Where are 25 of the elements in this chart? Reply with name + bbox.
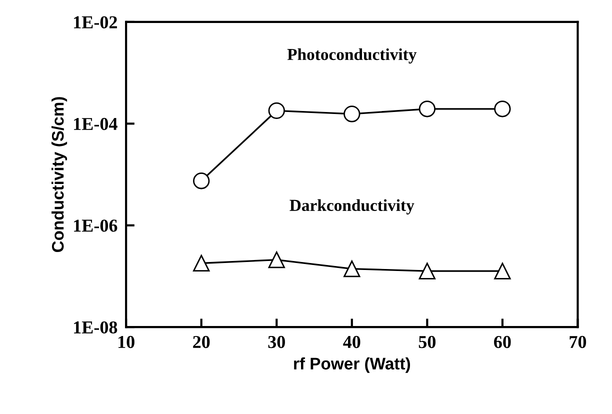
point xyxy=(418,100,436,118)
point xyxy=(193,172,210,190)
x-tick-label: 40 xyxy=(343,336,360,348)
y-axis-title: Conductivity (S/cm) xyxy=(52,97,68,252)
x-axis-title: rf Power (Watt) xyxy=(294,357,410,373)
point xyxy=(193,254,210,272)
x-tick-label: 50 xyxy=(418,336,436,348)
point xyxy=(494,100,511,118)
point xyxy=(344,106,360,122)
point xyxy=(418,262,436,280)
text: Photoconductivity xyxy=(287,48,417,64)
y-tick-label: 1E-08 xyxy=(74,321,118,334)
point xyxy=(494,262,511,280)
text: Darkconductivity xyxy=(290,199,414,214)
point xyxy=(344,260,360,278)
point xyxy=(268,251,285,268)
y-tick-label: 1E-06 xyxy=(74,220,118,232)
x-tick-label: 20 xyxy=(193,336,210,348)
y-tick-label: 1E-04 xyxy=(74,118,118,130)
x-tick-label: 60 xyxy=(494,336,511,348)
point xyxy=(268,102,285,119)
x-tick-label: 70 xyxy=(570,336,586,348)
y-tick-label: 1E-02 xyxy=(74,16,117,28)
x-tick-label: 10 xyxy=(118,336,134,348)
x-tick-label: 30 xyxy=(268,336,285,348)
